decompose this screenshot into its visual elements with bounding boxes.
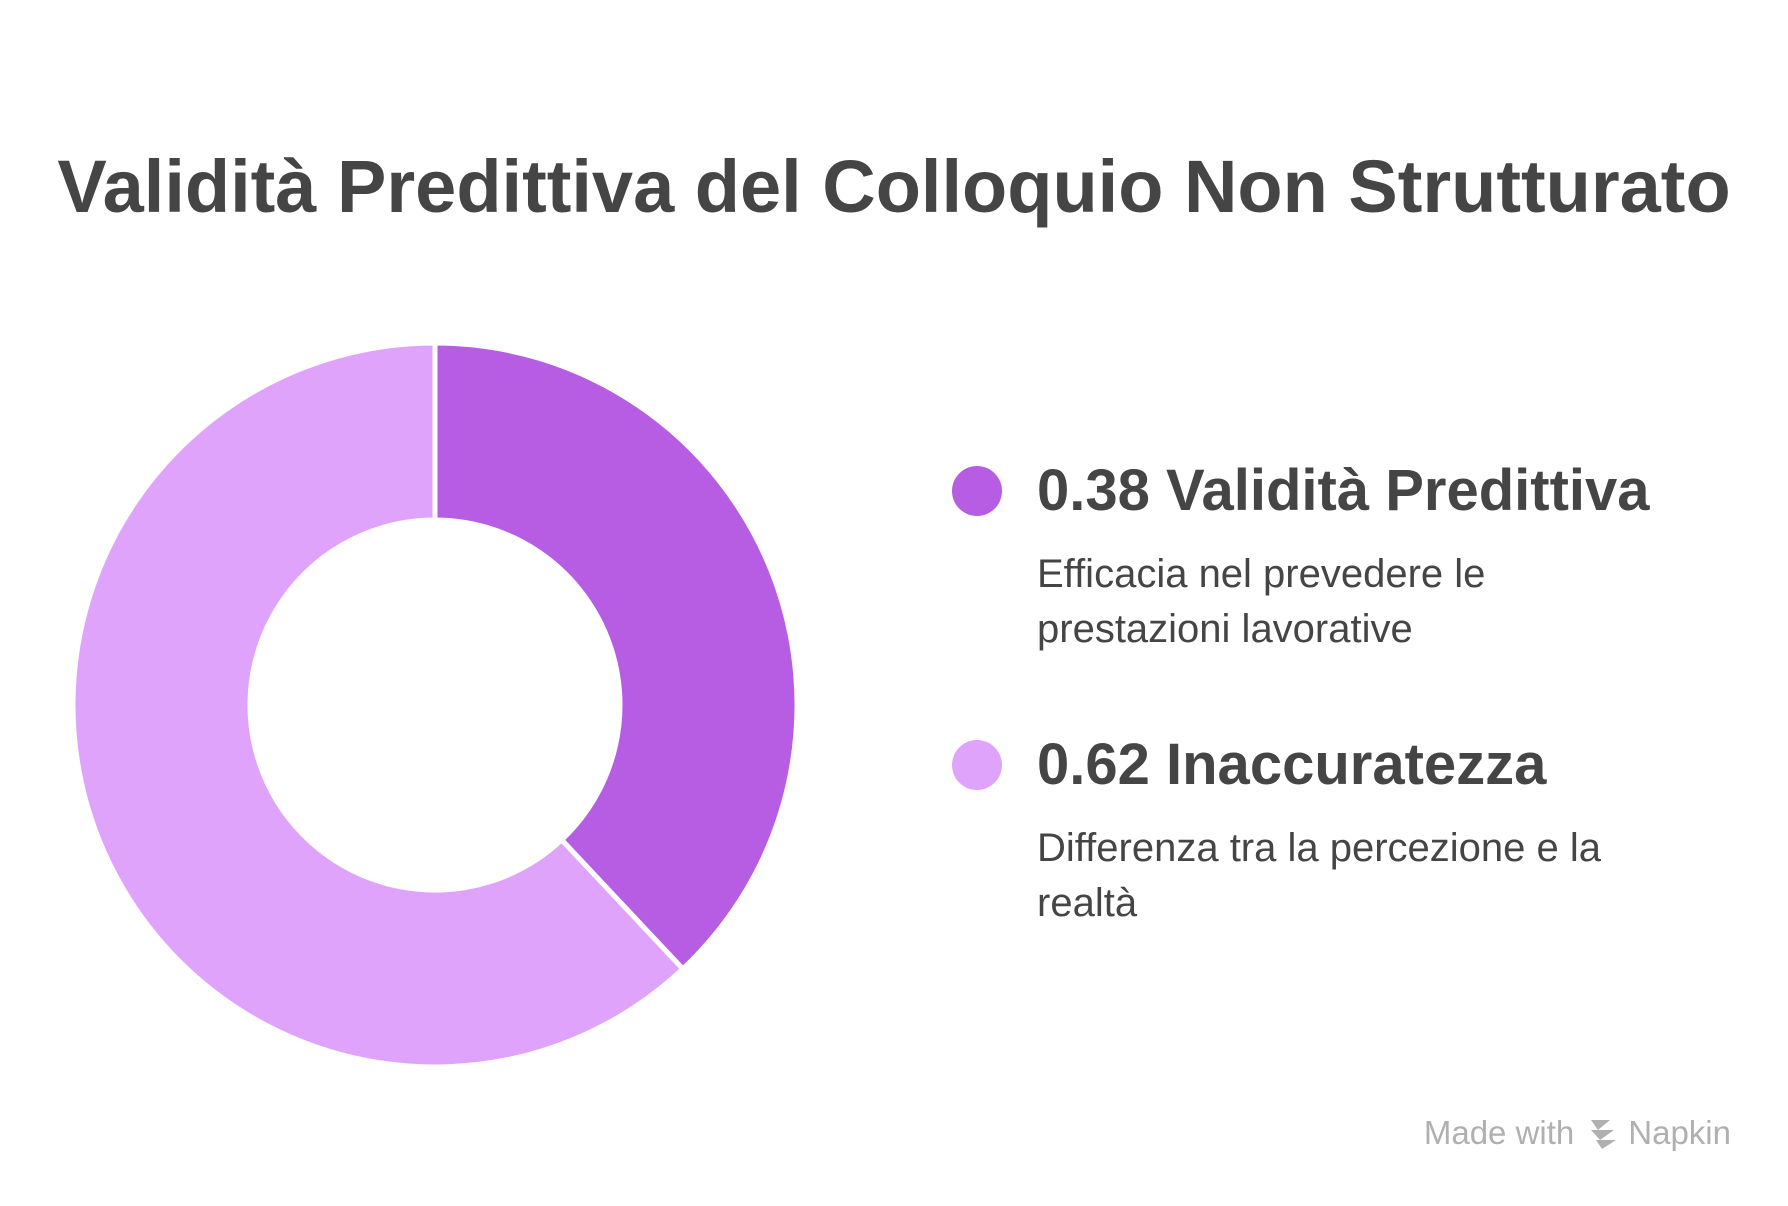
watermark-brand: Napkin [1628, 1114, 1731, 1151]
donut-slice-inaccuratezza [70, 340, 686, 1070]
napkin-logo-icon [1591, 1120, 1617, 1149]
donut-slice-validita [432, 340, 800, 972]
legend-value-inaccuratezza: 0.62 [1037, 732, 1150, 797]
legend-value-validita: 0.38 [1037, 458, 1150, 523]
legend-dot-inaccuratezza [952, 740, 1002, 790]
legend-description-inaccuratezza: Differenza tra la percezione e la realtà [1037, 826, 1602, 925]
donut-chart [70, 340, 800, 1070]
legend-heading-validita: 0.38 Validità Predittiva [1037, 462, 1650, 520]
legend-description-validita: Efficacia nel prevedere le prestazioni l… [1037, 552, 1486, 651]
watermark: Made with Napkin [1424, 1114, 1731, 1152]
legend-heading-inaccuratezza: 0.62 Inaccuratezza [1037, 736, 1546, 794]
watermark-prefix: Made with [1423, 1114, 1575, 1151]
legend-label-validita: Validità Predittiva [1166, 458, 1650, 523]
chart-title: Validità Predittiva del Colloquio Non St… [57, 145, 1731, 228]
legend-dot-validita [952, 466, 1002, 516]
legend-label-inaccuratezza: Inaccuratezza [1166, 732, 1547, 797]
